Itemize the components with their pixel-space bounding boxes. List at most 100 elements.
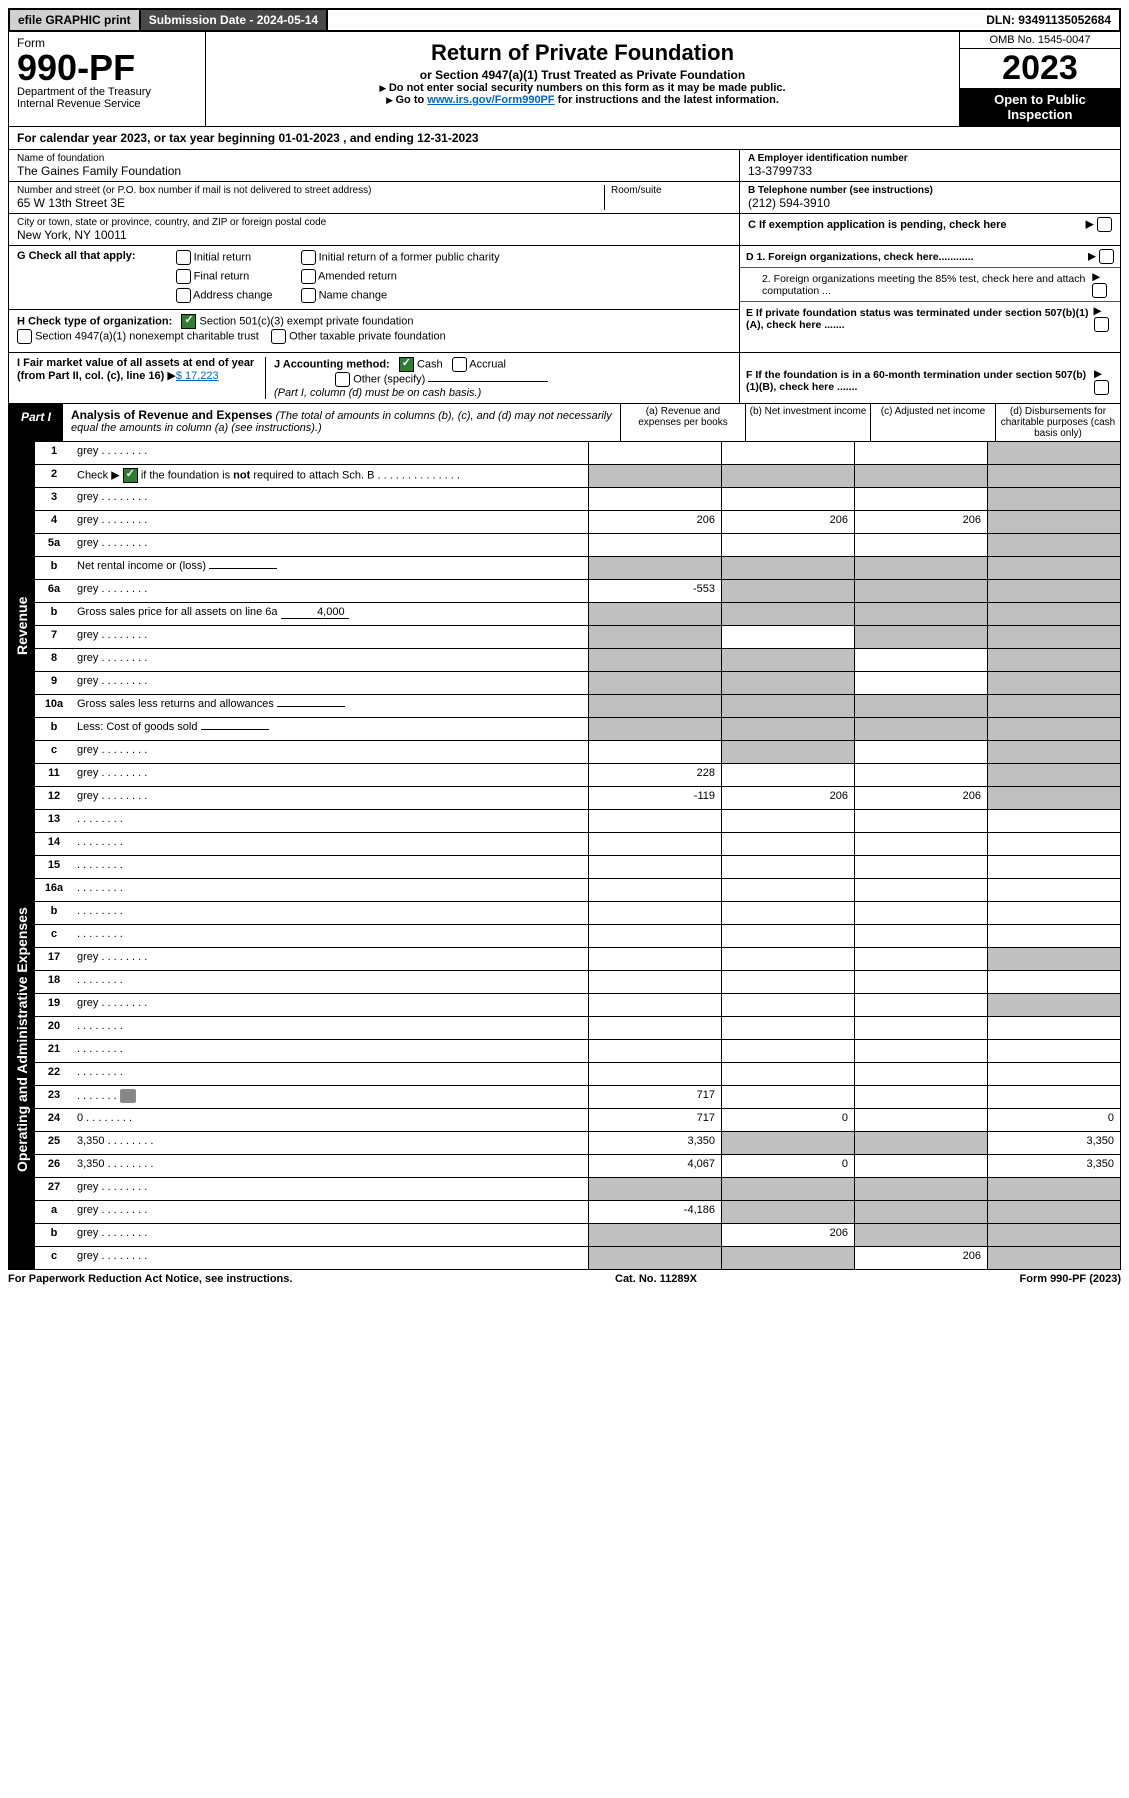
- revenue-side-label: Revenue: [9, 442, 35, 809]
- line-description: . . . . . . . .: [73, 1040, 588, 1062]
- cell-d: 0: [987, 1109, 1120, 1131]
- line-description: Gross sales price for all assets on line…: [73, 603, 588, 625]
- line-description: grey . . . . . . . .: [73, 1247, 588, 1269]
- e-checkbox[interactable]: [1094, 317, 1109, 332]
- cell-c: [854, 902, 987, 924]
- cell-c: [854, 626, 987, 648]
- line-number: 1: [35, 442, 73, 464]
- cell-b: [721, 925, 854, 947]
- g-address-change-checkbox[interactable]: [176, 288, 191, 303]
- cell-b: 0: [721, 1109, 854, 1131]
- cell-a: [588, 488, 721, 510]
- f-label: F If the foundation is in a 60-month ter…: [746, 369, 1086, 393]
- cell-d: [987, 787, 1120, 809]
- table-row: 22 . . . . . . . .: [35, 1063, 1120, 1086]
- line-description: grey . . . . . . . .: [73, 626, 588, 648]
- table-row: 21 . . . . . . . .: [35, 1040, 1120, 1063]
- city-label: City or town, state or province, country…: [17, 217, 731, 228]
- cell-b: [721, 603, 854, 625]
- cell-c: 206: [854, 1247, 987, 1269]
- cell-b: [721, 442, 854, 464]
- top-bar: efile GRAPHIC print Submission Date - 20…: [8, 8, 1121, 32]
- j-other-checkbox[interactable]: [335, 372, 350, 387]
- cell-b: [721, 557, 854, 579]
- table-row: c . . . . . . . .: [35, 925, 1120, 948]
- dln-number: DLN: 93491135052684: [978, 10, 1119, 30]
- table-row: 20 . . . . . . . .: [35, 1017, 1120, 1040]
- cell-c: [854, 810, 987, 832]
- telephone: (212) 594-3910: [748, 196, 1112, 210]
- footer-left: For Paperwork Reduction Act Notice, see …: [8, 1273, 292, 1285]
- cell-d: [987, 925, 1120, 947]
- c-checkbox[interactable]: [1097, 217, 1112, 232]
- efile-print-button[interactable]: efile GRAPHIC print: [10, 10, 141, 30]
- part-1-header: Part I Analysis of Revenue and Expenses …: [8, 404, 1121, 442]
- cell-d: [987, 603, 1120, 625]
- sch-b-checkbox[interactable]: [123, 468, 138, 483]
- cell-d: [987, 1178, 1120, 1200]
- cell-d: [987, 465, 1120, 487]
- cell-c: 206: [854, 511, 987, 533]
- table-row: 2Check ▶ if the foundation is not requir…: [35, 465, 1120, 488]
- j-cash-checkbox[interactable]: [399, 357, 414, 372]
- g-name-change-checkbox[interactable]: [301, 288, 316, 303]
- cell-c: [854, 879, 987, 901]
- h-other-taxable-checkbox[interactable]: [271, 329, 286, 344]
- cell-d: [987, 741, 1120, 763]
- h-4947-checkbox[interactable]: [17, 329, 32, 344]
- table-row: bNet rental income or (loss): [35, 557, 1120, 580]
- cell-d: 3,350: [987, 1132, 1120, 1154]
- cell-a: 228: [588, 764, 721, 786]
- cell-a: [588, 856, 721, 878]
- cell-d: [987, 1086, 1120, 1108]
- org-info: Name of foundation The Gaines Family Fou…: [8, 150, 1121, 246]
- attachment-icon[interactable]: [120, 1089, 136, 1103]
- cell-a: -4,186: [588, 1201, 721, 1223]
- irs-link[interactable]: www.irs.gov/Form990PF: [427, 94, 554, 106]
- cell-a: [588, 1224, 721, 1246]
- j-label: J Accounting method:: [274, 358, 390, 370]
- h-501c3-checkbox[interactable]: [181, 314, 196, 329]
- open-public-badge: Open to Public Inspection: [960, 88, 1120, 126]
- g-amended-return-checkbox[interactable]: [301, 269, 316, 284]
- cell-d: [987, 1224, 1120, 1246]
- f-checkbox[interactable]: [1094, 380, 1109, 395]
- cell-d: [987, 856, 1120, 878]
- dept-2: Internal Revenue Service: [17, 98, 197, 110]
- line-number: 2: [35, 465, 73, 487]
- g-final-return-checkbox[interactable]: [176, 269, 191, 284]
- g-initial-public-checkbox[interactable]: [301, 250, 316, 265]
- table-row: cgrey . . . . . . . .: [35, 741, 1120, 764]
- line-number: 6a: [35, 580, 73, 602]
- line-number: b: [35, 718, 73, 740]
- cell-a: [588, 442, 721, 464]
- line-description: . . . . . . . .: [73, 902, 588, 924]
- line-description: 3,350 . . . . . . . .: [73, 1155, 588, 1177]
- cell-c: [854, 1201, 987, 1223]
- line-number: a: [35, 1201, 73, 1223]
- cell-a: [588, 672, 721, 694]
- cell-a: [588, 718, 721, 740]
- line-number: c: [35, 741, 73, 763]
- footer-right: Form 990-PF (2023): [1020, 1273, 1122, 1285]
- j-accrual-checkbox[interactable]: [452, 357, 467, 372]
- cell-d: [987, 948, 1120, 970]
- line-description: grey . . . . . . . .: [73, 649, 588, 671]
- d2-checkbox[interactable]: [1092, 283, 1107, 298]
- cell-c: [854, 603, 987, 625]
- table-row: 14 . . . . . . . .: [35, 833, 1120, 856]
- cell-c: [854, 994, 987, 1016]
- i-fmv-value[interactable]: $ 17,223: [176, 370, 219, 382]
- line-number: 26: [35, 1155, 73, 1177]
- cell-b: [721, 465, 854, 487]
- cell-b: [721, 1132, 854, 1154]
- line-description: grey . . . . . . . .: [73, 672, 588, 694]
- d1-checkbox[interactable]: [1099, 249, 1114, 264]
- cell-a: 717: [588, 1086, 721, 1108]
- line-description: grey . . . . . . . .: [73, 580, 588, 602]
- g-initial-return-checkbox[interactable]: [176, 250, 191, 265]
- line-number: 4: [35, 511, 73, 533]
- cell-c: [854, 1132, 987, 1154]
- line-description: Net rental income or (loss): [73, 557, 588, 579]
- form-subtitle: or Section 4947(a)(1) Trust Treated as P…: [212, 68, 953, 82]
